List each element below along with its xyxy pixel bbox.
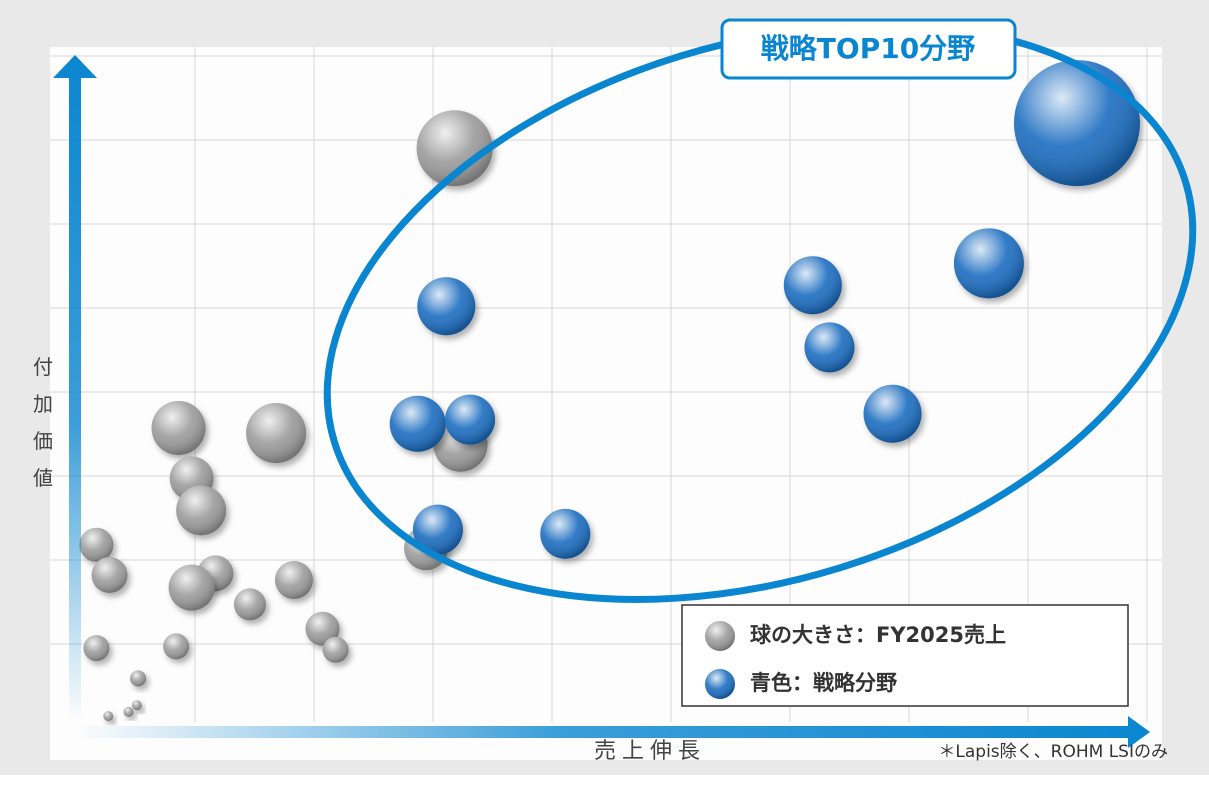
- bubble: [389, 395, 446, 452]
- bubble: [176, 485, 227, 536]
- bubble: [79, 527, 114, 562]
- legend-label: 青色：戦略分野: [750, 671, 897, 695]
- bubble: [540, 508, 591, 559]
- bubble: [83, 635, 110, 662]
- bubble-shine: [131, 700, 142, 711]
- bubble: [168, 564, 215, 611]
- bubble-shine: [233, 588, 266, 621]
- bubble: [233, 588, 266, 621]
- bubble-shine: [123, 706, 134, 717]
- bubble-shine: [79, 527, 114, 562]
- bubble-shine: [176, 485, 227, 536]
- bubble-shine: [130, 670, 147, 687]
- bubble: [322, 636, 349, 663]
- bubble: [417, 277, 476, 336]
- legend-label: 球の大きさ：FY2025売上: [750, 623, 1006, 647]
- bubbles: [79, 60, 1140, 722]
- bubble-shine: [412, 504, 463, 555]
- bubble: [953, 228, 1024, 299]
- bubble: [1013, 60, 1140, 187]
- bubble-shine: [168, 564, 215, 611]
- bubble: [305, 611, 340, 646]
- bubble: [863, 384, 922, 443]
- bubble: [130, 670, 147, 687]
- y-axis-arrow: [53, 55, 97, 722]
- bubble-shine: [274, 561, 313, 600]
- y-axis-label: 付加価値: [33, 355, 53, 490]
- annotation: 戦略TOP10分野: [761, 32, 975, 65]
- bubble-shine: [1013, 60, 1140, 187]
- x-axis-label: 売上伸長: [594, 739, 706, 764]
- bubble: [131, 700, 142, 711]
- legend-swatch-shine: [705, 621, 735, 651]
- bubble-shine: [540, 508, 591, 559]
- bubble-shine: [322, 636, 349, 663]
- bubble: [416, 110, 493, 187]
- legend-swatch-shine: [705, 669, 735, 699]
- strategy-ellipse: [323, 21, 1197, 603]
- x-axis-arrow: [75, 716, 1150, 748]
- bubble: [123, 706, 134, 717]
- bubble-shine: [953, 228, 1024, 299]
- annotation-box: [720, 18, 1017, 80]
- bubble: [412, 504, 463, 555]
- bubble: [804, 322, 855, 373]
- bubble-shine: [91, 557, 128, 593]
- bubble-shine: [246, 403, 307, 464]
- bubble-shine: [445, 394, 496, 445]
- bubble: [445, 394, 496, 445]
- bubble: [246, 403, 307, 464]
- bubble-shine: [416, 110, 493, 187]
- bubble: [151, 401, 206, 455]
- bubble-shine: [151, 401, 206, 455]
- bubble-shine: [163, 633, 190, 660]
- bubble-shine: [103, 711, 114, 722]
- bubble-shine: [863, 384, 922, 443]
- bubble-shine: [783, 256, 842, 315]
- bubble-shine: [83, 635, 110, 662]
- legend: [681, 604, 1129, 707]
- note: ＊Lapis除く、ROHM LSIのみ: [938, 742, 1168, 762]
- bubble-shine: [305, 611, 340, 646]
- bubble-shine: [804, 322, 855, 373]
- bubble-shine: [389, 395, 446, 452]
- bubble: [91, 557, 128, 593]
- bubble: [163, 633, 190, 660]
- bubble: [783, 256, 842, 315]
- bubble-shine: [417, 277, 476, 336]
- bubble: [103, 711, 114, 722]
- bubble: [274, 561, 313, 600]
